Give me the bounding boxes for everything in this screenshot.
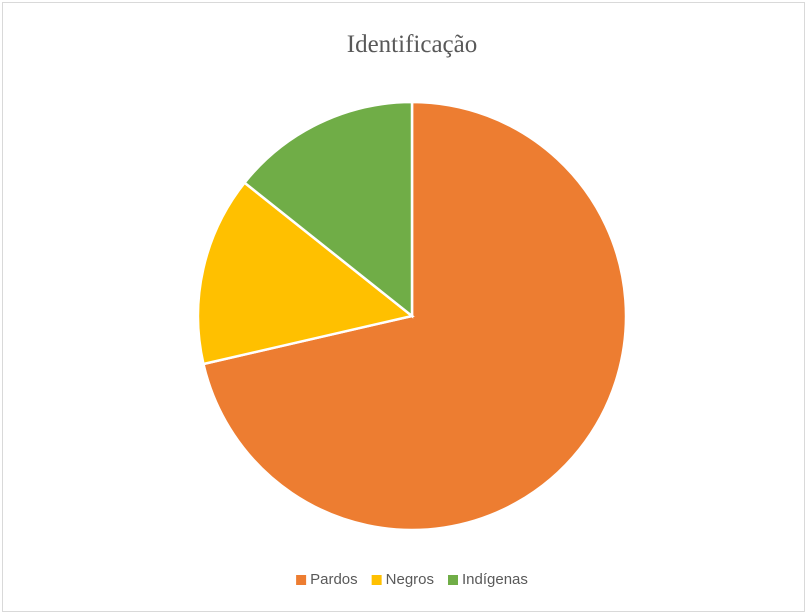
legend-label: Indígenas <box>462 571 528 588</box>
pie-slice <box>196 180 415 366</box>
legend-label: Negros <box>386 571 434 588</box>
legend-label: Pardos <box>310 571 358 588</box>
chart-title: Identificação <box>347 31 477 58</box>
pie-slice <box>201 100 628 532</box>
pie-slice <box>242 100 414 319</box>
legend-swatch <box>371 575 382 585</box>
legend-swatch <box>448 575 458 585</box>
legend-swatch <box>296 575 307 585</box>
